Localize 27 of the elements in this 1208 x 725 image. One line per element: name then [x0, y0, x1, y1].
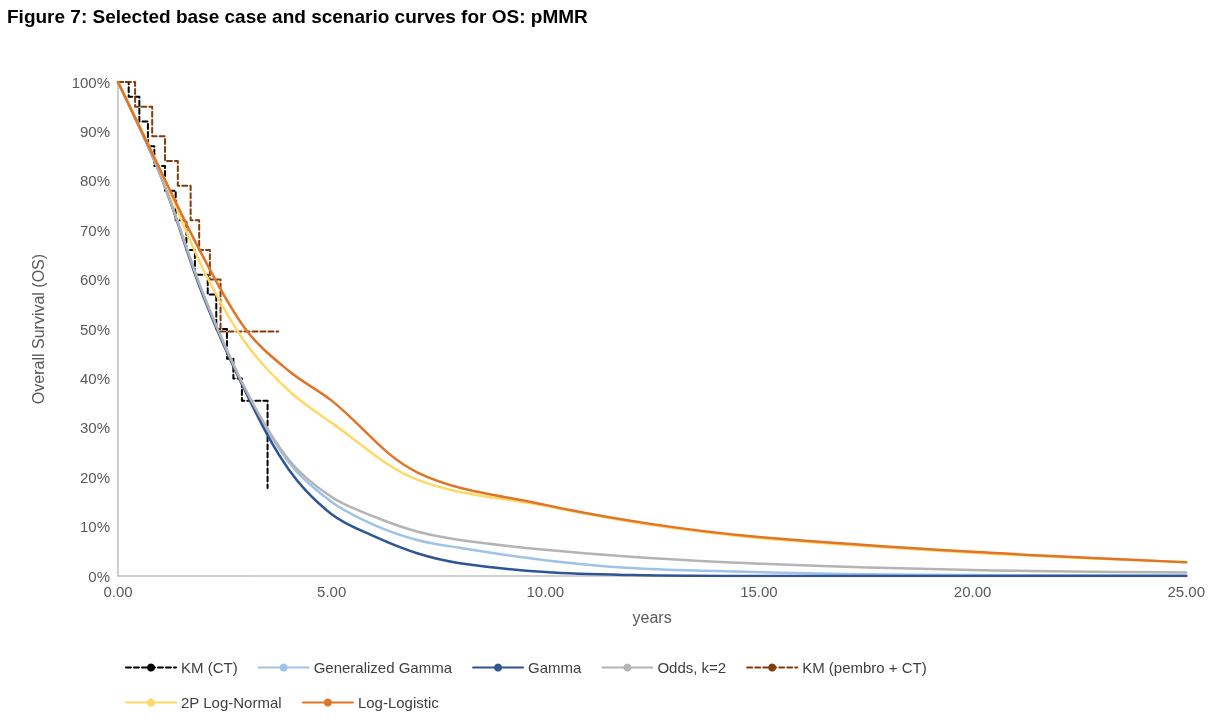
x-tick-label: 25.00 — [1167, 583, 1206, 600]
y-tick-label: 80% — [79, 172, 110, 190]
y-tick-label: 40% — [79, 369, 110, 387]
x-axis-title: years — [632, 608, 672, 626]
x-tick-label: 5.00 — [317, 583, 347, 600]
x-tick-label: 10.00 — [526, 583, 565, 600]
legend-label: 2P Log-Normal — [181, 694, 282, 711]
y-tick-label: 90% — [79, 122, 110, 140]
y-tick-label: 50% — [79, 320, 110, 338]
x-tick-label: 15.00 — [740, 583, 778, 600]
y-tick-label: 0% — [88, 567, 110, 585]
y-tick-label: 20% — [79, 468, 110, 486]
y-axis-title: Overall Survival (OS) — [29, 253, 47, 405]
y-tick-label: 70% — [79, 221, 110, 239]
legend-label: Generalized Gamma — [313, 659, 453, 676]
y-tick-label: 30% — [79, 419, 110, 437]
x-tick-label: 0.00 — [103, 583, 133, 600]
legend-label: Log-Logistic — [357, 694, 440, 711]
legend-label: Gamma — [528, 659, 583, 676]
chart-title: Figure 7: Selected base case and scenario curves for OS: pMMR — [7, 6, 589, 27]
legend-label: Odds, k=2 — [657, 659, 727, 676]
y-tick-label: 100% — [71, 73, 110, 91]
y-tick-label: 60% — [79, 271, 110, 289]
legend-label: KM (CT) — [181, 659, 238, 676]
legend-label: KM (pembro + CT) — [802, 659, 927, 676]
y-tick-label: 10% — [79, 518, 110, 536]
x-tick-label: 20.00 — [953, 583, 992, 600]
